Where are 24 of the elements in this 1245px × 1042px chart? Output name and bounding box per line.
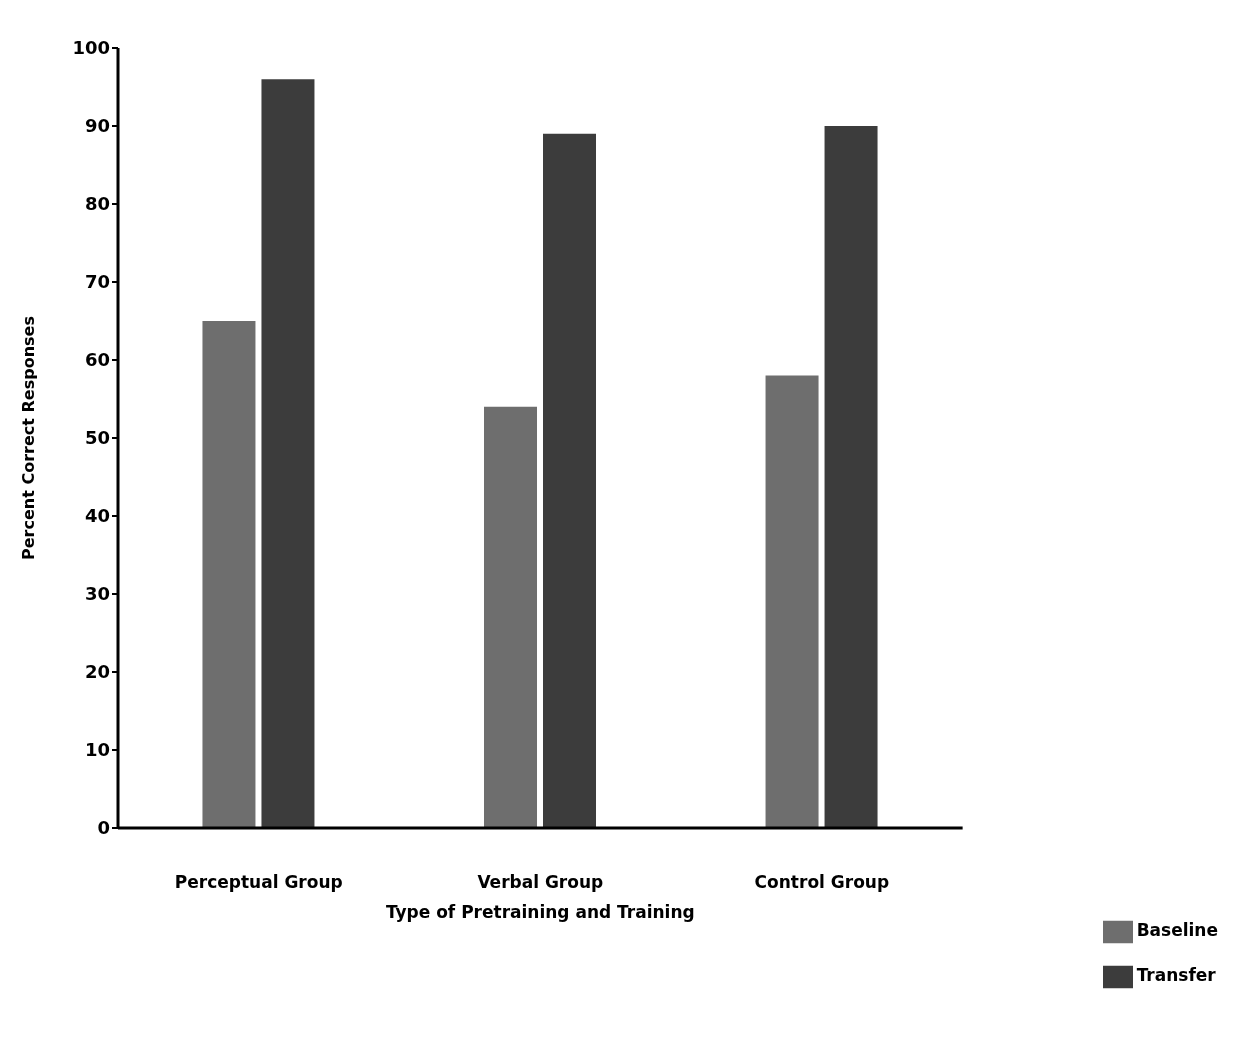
bar [824,126,878,828]
y-tick-label: 100 [72,37,110,59]
y-tick-label: 30 [84,583,110,605]
y-tick-label: 10 [84,739,110,761]
y-tick-label: 70 [84,271,110,293]
y-tick-label: 0 [97,817,110,839]
bar [765,375,819,828]
legend-label: Transfer [1136,965,1216,985]
bar [484,406,537,828]
y-tick-label: 60 [84,349,110,371]
x-tick-label: Perceptual Group [174,872,343,893]
y-tick-label: 50 [84,427,110,449]
bar [261,79,315,828]
legend-label: Baseline [1136,920,1218,940]
x-axis-title: Type of Pretraining and Training [385,902,695,922]
y-tick-label: 80 [84,193,110,215]
y-tick-label: 20 [84,661,110,683]
bar [543,133,596,828]
bar [202,321,256,828]
y-axis-title: Percent Correct Responses [18,316,38,560]
y-tick-label: 40 [84,505,110,527]
x-tick-label: Verbal Group [477,872,604,893]
x-tick-label: Control Group [754,872,890,893]
y-tick-label: 90 [84,115,110,137]
